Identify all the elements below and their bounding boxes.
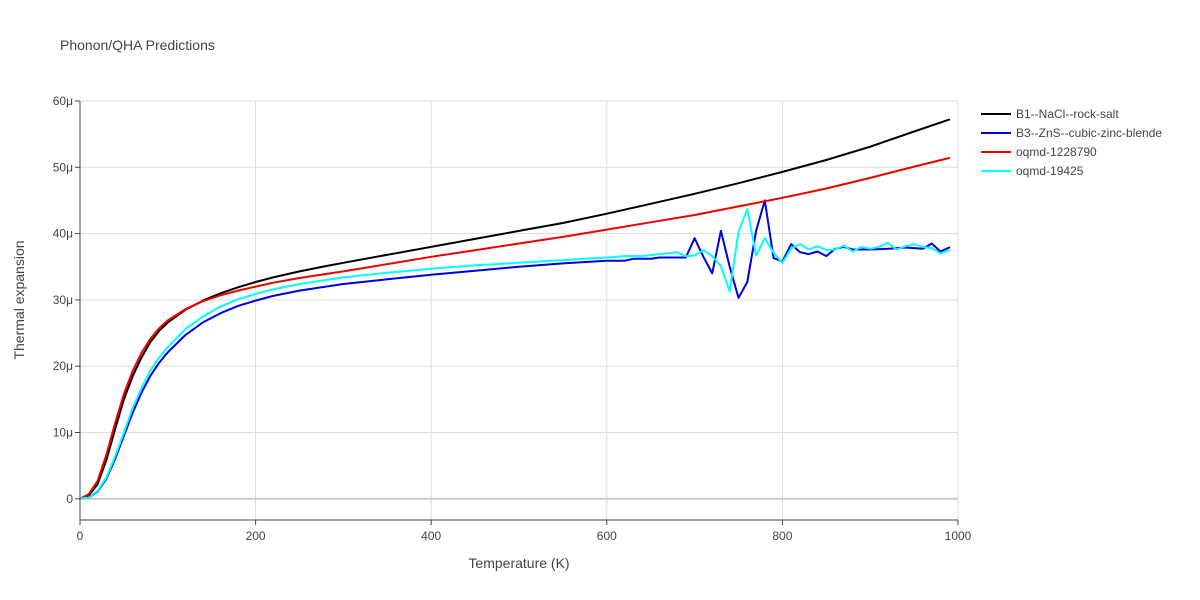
x-tick-label: 0 bbox=[77, 529, 84, 543]
y-tick-label: 20μ bbox=[53, 359, 73, 373]
x-tick-label: 800 bbox=[772, 529, 792, 543]
y-tick-label: 50μ bbox=[53, 160, 73, 174]
series-line-b1-nacl-rock-salt[interactable] bbox=[79, 118, 951, 500]
y-tick-label: 40μ bbox=[53, 227, 73, 241]
legend-label[interactable]: B3--ZnS--cubic-zinc-blende bbox=[1016, 126, 1162, 140]
series-line-oqmd-1228790[interactable] bbox=[79, 157, 951, 500]
x-axis-ticks: 0 200 400 600 800 1000 bbox=[77, 519, 972, 543]
legend-label[interactable]: oqmd-19425 bbox=[1016, 164, 1084, 178]
x-tick-label: 600 bbox=[597, 529, 617, 543]
legend-label[interactable]: oqmd-1228790 bbox=[1016, 145, 1097, 159]
x-tick-label: 1000 bbox=[945, 529, 972, 543]
plot-area bbox=[79, 118, 951, 500]
series-line-oqmd-19425[interactable] bbox=[79, 208, 951, 500]
x-tick-label: 200 bbox=[246, 529, 266, 543]
y-axis-title: Thermal expansion bbox=[11, 240, 27, 359]
legend: B1--NaCl--rock-salt B3--ZnS--cubic-zinc-b… bbox=[981, 107, 1162, 178]
y-axis-ticks: 0 10μ 20μ 30μ 40μ 50μ 60μ bbox=[53, 94, 81, 520]
y-tick-label: 60μ bbox=[53, 94, 73, 108]
y-tick-label: 10μ bbox=[53, 425, 73, 439]
legend-label[interactable]: B1--NaCl--rock-salt bbox=[1016, 107, 1119, 121]
chart-title: Phonon/QHA Predictions bbox=[60, 37, 215, 53]
grid-lines bbox=[80, 100, 959, 520]
y-tick-label: 0 bbox=[66, 492, 73, 506]
x-axis-title: Temperature (K) bbox=[468, 555, 569, 571]
y-tick-label: 30μ bbox=[53, 293, 73, 307]
x-tick-label: 400 bbox=[421, 529, 441, 543]
